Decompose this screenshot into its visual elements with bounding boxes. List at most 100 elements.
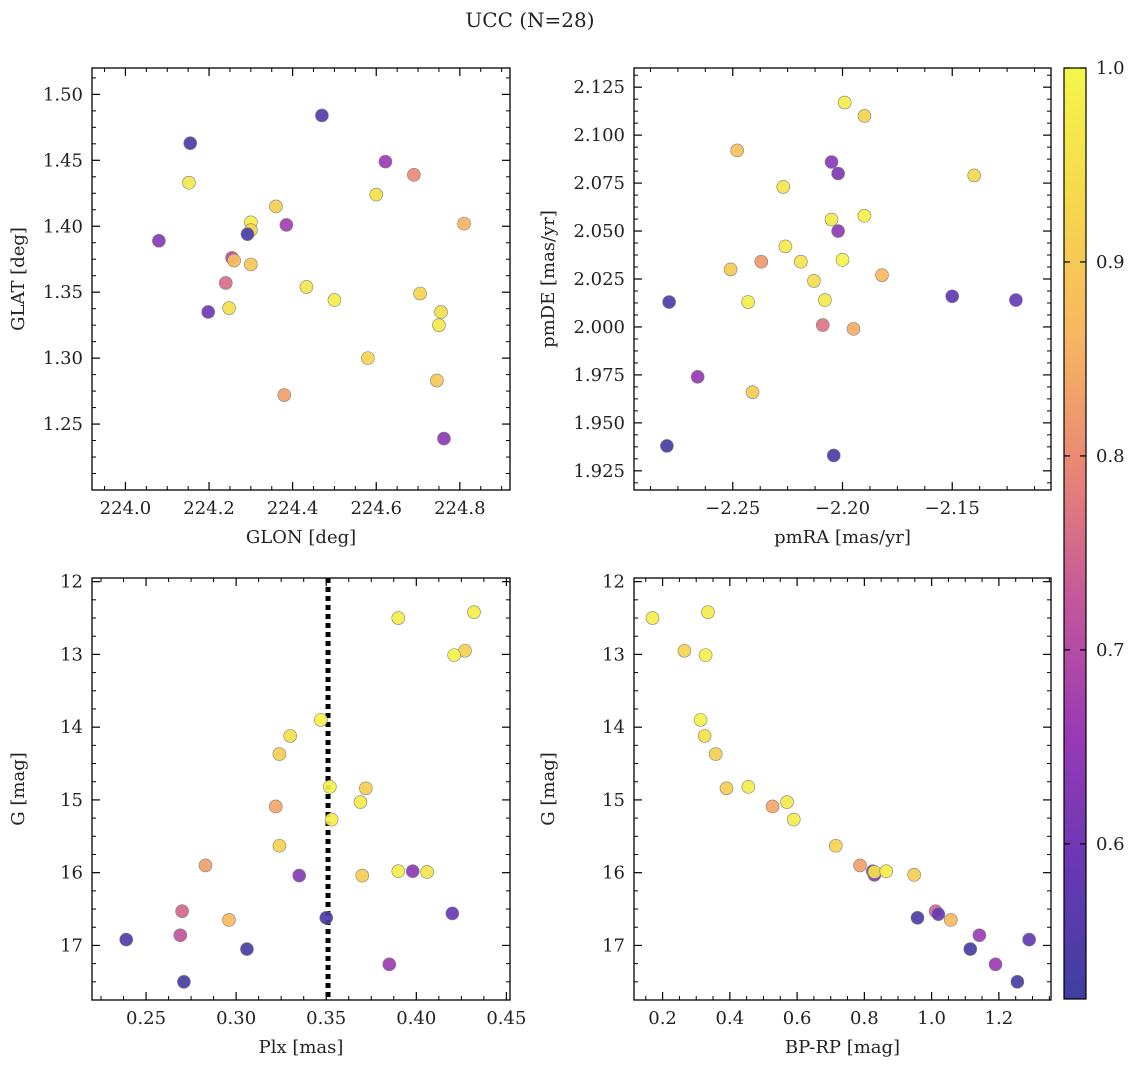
data-point: [857, 208, 872, 223]
y-tick-label: 1.45: [43, 150, 83, 171]
y-axis-label: GLAT [deg]: [8, 227, 29, 331]
data-point: [879, 864, 894, 879]
data-point: [391, 611, 406, 625]
x-tick-label: 224.0: [100, 498, 152, 519]
data-point: [420, 865, 434, 879]
plot-area: [92, 578, 510, 1000]
plot-area: [634, 68, 1051, 490]
x-tick-label: 1.0: [917, 1008, 946, 1029]
data-point: [967, 168, 981, 183]
data-point: [434, 305, 448, 319]
data-point: [963, 942, 978, 956]
data-point: [152, 233, 166, 248]
panel-pmra-pmde: −2.25 −2.20 −2.15 1.925 1.950 1.975 2.000 2.025…: [538, 67, 1052, 548]
x-tick-label: −2.20: [815, 498, 870, 519]
plot-area: [92, 68, 510, 490]
data-point: [723, 262, 738, 277]
x-tick-label: 0.25: [126, 1008, 166, 1029]
data-point: [445, 906, 460, 921]
data-point: [268, 799, 283, 814]
y-tick-label: 2.050: [573, 221, 625, 242]
x-tick-label: 0.40: [396, 1008, 436, 1029]
figure-title: UCC (N=28): [465, 8, 594, 32]
data-point: [1010, 975, 1025, 989]
data-point: [432, 318, 446, 332]
x-axis-label: GLON [deg]: [246, 527, 356, 548]
data-point: [776, 180, 791, 194]
y-tick-label: 1.40: [43, 216, 83, 237]
y-tick-label: 1.950: [573, 413, 625, 434]
data-point: [361, 351, 375, 365]
data-point: [867, 865, 882, 879]
data-point: [662, 295, 676, 309]
x-tick-label: 224.4: [267, 498, 319, 519]
data-point: [697, 729, 712, 743]
data-point: [765, 799, 780, 814]
data-point: [660, 439, 674, 453]
data-point: [240, 942, 254, 956]
data-point: [807, 274, 821, 288]
y-tick-label: 16: [60, 863, 83, 884]
data-point: [824, 212, 839, 227]
y-tick-label: 12: [602, 572, 625, 593]
data-point: [244, 257, 258, 272]
data-point: [369, 187, 384, 202]
data-point: [227, 253, 241, 268]
data-point: [837, 95, 852, 110]
data-point: [745, 385, 760, 399]
colorbar-tick-label: 0.7: [1096, 640, 1125, 661]
data-point: [857, 109, 872, 123]
data-point: [741, 295, 755, 309]
data-point: [183, 136, 198, 150]
y-tick-label: 2.125: [573, 77, 625, 98]
y-tick-label: 1.975: [573, 365, 625, 386]
data-point: [793, 254, 808, 269]
data-point: [447, 648, 461, 662]
data-point: [327, 293, 342, 307]
data-point: [457, 216, 471, 231]
data-point: [754, 254, 769, 269]
colorbar-tick-label: 0.9: [1096, 252, 1125, 273]
data-point: [315, 108, 329, 123]
panel-plx-g: 0.25 0.30 0.35 0.40 0.45 12 13 14 15 16 17 Plx [mas…: [8, 572, 526, 1058]
y-tick-label: 1.925: [573, 461, 625, 482]
data-point: [945, 289, 960, 304]
data-point: [1009, 293, 1023, 307]
data-point: [198, 858, 213, 873]
x-tick-label: 0.35: [306, 1008, 346, 1029]
data-point: [391, 864, 406, 879]
data-point: [910, 910, 925, 925]
data-point: [378, 154, 393, 169]
data-point: [119, 932, 134, 947]
data-point: [292, 868, 306, 883]
colorbar-gradient: [1063, 67, 1087, 1000]
data-point: [175, 904, 189, 919]
data-point: [314, 713, 328, 727]
data-point: [413, 286, 427, 301]
data-point: [853, 858, 867, 873]
data-point: [698, 648, 713, 662]
y-axis-label: G [mag]: [8, 752, 29, 825]
data-point: [359, 781, 373, 796]
data-point: [353, 795, 368, 809]
y-tick-label: 15: [602, 790, 625, 811]
data-point: [355, 868, 370, 883]
y-tick-label: 15: [60, 790, 83, 811]
data-point: [283, 729, 297, 743]
x-axis-label: pmRA [mas/yr]: [774, 527, 911, 548]
data-point: [272, 747, 287, 761]
axes-frame: [91, 577, 511, 1001]
data-point: [701, 605, 715, 619]
x-axis-label: BP-RP [mag]: [785, 1037, 900, 1058]
y-tick-label: 14: [602, 717, 625, 738]
data-point: [173, 928, 188, 943]
axes-frame: [633, 577, 1052, 1001]
data-point: [778, 239, 793, 254]
data-point: [677, 643, 692, 658]
data-point: [907, 868, 921, 882]
y-tick-label: 14: [60, 717, 83, 738]
data-point: [272, 838, 287, 853]
data-point: [319, 910, 334, 925]
data-point: [240, 227, 255, 241]
data-point: [218, 276, 233, 290]
